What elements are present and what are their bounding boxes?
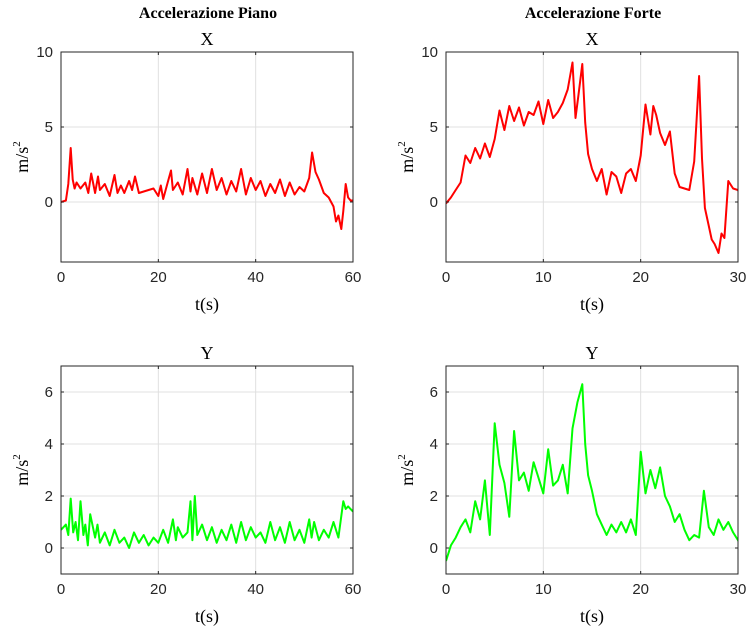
y-tick-label: 0 xyxy=(430,540,438,557)
axes-box xyxy=(445,51,739,263)
axes-box xyxy=(60,365,354,575)
y-tick-label: 5 xyxy=(45,119,53,136)
y-axis-label-base: m/s xyxy=(397,147,417,173)
series-line xyxy=(446,61,738,254)
x-tick-label: 40 xyxy=(247,269,264,286)
y-axis-label: m/s2 xyxy=(11,454,32,486)
x-axis-label: t(s) xyxy=(195,294,219,315)
series-line xyxy=(446,383,738,562)
y-tick-label: 2 xyxy=(430,488,438,505)
y-axis-label-base: m/s xyxy=(397,460,417,486)
axes-box xyxy=(60,51,354,263)
series-line xyxy=(61,495,353,549)
y-axis-label: m/s2 xyxy=(11,141,32,173)
axes-box xyxy=(445,365,739,575)
x-tick-label: 20 xyxy=(632,581,649,598)
x-tick-label: 60 xyxy=(345,269,362,286)
column-title-piano: Accelerazione Piano xyxy=(139,5,277,22)
subplot-title: X xyxy=(586,29,599,49)
column-title-forte: Accelerazione Forte xyxy=(525,5,661,22)
y-axis-label-exponent: 2 xyxy=(396,141,408,147)
x-axis-label: t(s) xyxy=(580,294,604,315)
y-axis-label: m/s2 xyxy=(396,141,417,173)
subplot-piano-x: 0 20 40 60 0 5 10 Xt(s) m/s2 xyxy=(11,29,361,315)
x-tick-label: 40 xyxy=(247,581,264,598)
y-axis-label-base: m/s xyxy=(12,147,32,173)
x-tick-label: 0 xyxy=(57,581,65,598)
y-tick-label: 5 xyxy=(430,119,438,136)
x-tick-label: 20 xyxy=(632,269,649,286)
x-tick-label: 30 xyxy=(730,581,746,598)
x-tick-label: 60 xyxy=(345,581,362,598)
y-tick-label: 6 xyxy=(45,384,53,401)
x-tick-label: 0 xyxy=(442,269,450,286)
y-tick-label: 0 xyxy=(430,194,438,211)
y-axis-label-exponent: 2 xyxy=(11,141,23,147)
x-tick-label: 0 xyxy=(57,269,65,286)
y-tick-label: 0 xyxy=(45,194,53,211)
x-tick-label: 30 xyxy=(730,269,746,286)
y-axis-label-exponent: 2 xyxy=(396,454,408,460)
y-tick-label: 0 xyxy=(45,540,53,557)
y-axis-label-base: m/s xyxy=(12,460,32,486)
y-tick-label: 10 xyxy=(36,44,53,61)
subplot-title: Y xyxy=(201,343,214,363)
x-tick-label: 0 xyxy=(442,581,450,598)
x-axis-label: t(s) xyxy=(195,606,219,627)
x-axis-label: t(s) xyxy=(580,606,604,627)
subplot-title: X xyxy=(201,29,214,49)
y-axis-label-exponent: 2 xyxy=(11,454,23,460)
x-tick-label: 20 xyxy=(150,269,167,286)
series-line xyxy=(61,147,353,230)
y-tick-label: 4 xyxy=(45,436,53,453)
y-tick-label: 4 xyxy=(430,436,438,453)
y-tick-label: 2 xyxy=(45,488,53,505)
x-tick-label: 10 xyxy=(535,269,552,286)
y-tick-label: 10 xyxy=(421,44,438,61)
y-axis-label: m/s2 xyxy=(396,454,417,486)
subplot-title: Y xyxy=(586,343,599,363)
x-tick-label: 10 xyxy=(535,581,552,598)
x-tick-label: 20 xyxy=(150,581,167,598)
subplot-forte-x: 0 10 20 30 0 5 10 Xt(s) m/s2 xyxy=(396,29,746,315)
y-tick-label: 6 xyxy=(430,384,438,401)
